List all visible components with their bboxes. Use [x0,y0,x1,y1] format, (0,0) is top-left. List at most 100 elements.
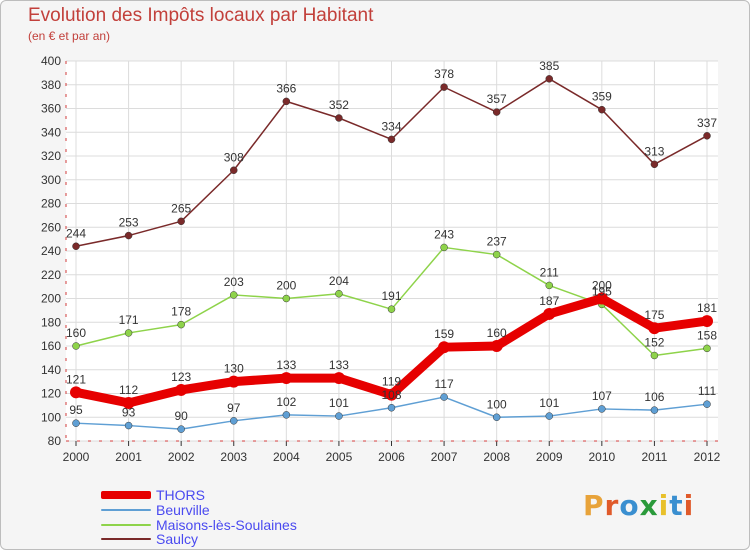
logo-letter: i [658,489,670,522]
data-point [282,97,291,106]
y-tick-label: 360 [41,102,61,116]
data-label: 357 [487,92,507,106]
data-point [335,114,343,122]
data-label: 195 [592,284,612,298]
data-label: 158 [697,328,717,342]
data-label: 159 [434,327,454,341]
data-label: 203 [224,275,244,289]
data-label: 253 [119,216,139,230]
data-label: 108 [381,388,401,402]
y-tick-label: 200 [41,292,61,306]
data-label: 101 [329,396,349,410]
data-label: 93 [122,406,136,420]
logo-letter: o [619,489,640,522]
data-point [385,388,398,401]
legend-label-beurville: Beurville [156,502,210,518]
data-point [70,386,82,399]
data-point [122,397,135,409]
data-label: 378 [434,67,454,81]
y-tick-label: 100 [41,410,61,424]
x-tick-label: 2002 [168,450,195,464]
x-tick-label: 2003 [220,450,247,464]
data-point [703,344,711,353]
data-label: 100 [487,397,507,411]
data-point [440,393,448,401]
data-point [545,281,553,290]
data-point [177,425,185,433]
data-label: 191 [381,289,401,303]
y-tick-label: 180 [41,315,61,329]
data-label: 106 [644,390,664,404]
data-label: 308 [224,150,244,164]
data-label: 187 [539,294,559,308]
chart-title: Evolution des Impôts locaux par Habitant [28,5,374,26]
logo-letter: t [669,489,684,522]
legend-item-beurville: Beurville [101,503,210,517]
data-point [332,372,345,385]
data-label: 171 [119,313,139,327]
data-point [438,341,451,354]
data-point [650,160,659,169]
data-label: 200 [592,279,612,293]
data-point [492,413,501,421]
data-point [703,132,711,140]
data-label: 313 [644,144,664,158]
y-tick-label: 260 [41,220,61,234]
data-label: 95 [69,403,83,417]
data-label: 265 [171,201,191,215]
legend-swatch-thors [101,491,151,499]
data-label: 352 [329,98,349,112]
y-tick-label: 300 [41,173,61,187]
x-tick-label: 2008 [483,450,510,464]
y-tick-label: 220 [41,268,61,282]
data-label: 237 [487,235,507,249]
data-label: 152 [644,336,664,350]
data-label: 211 [540,265,559,279]
data-label: 243 [434,227,454,241]
data-point [490,340,503,352]
y-tick-label: 240 [41,244,61,258]
legend-item-thors: THORS [101,488,205,502]
data-label: 117 [435,377,454,391]
logo-letter: x [639,489,659,522]
data-point [545,412,553,420]
x-tick-label: 2011 [642,450,668,464]
data-point [650,406,659,414]
legend-item-saulcy: Saulcy [101,532,198,546]
data-point [230,417,238,425]
proxiti-logo: Proxiti [583,489,694,522]
data-point [177,217,185,226]
data-point [543,307,556,320]
legend-label-thors: THORS [156,487,205,503]
data-point [703,400,711,408]
data-label: 204 [329,274,349,288]
data-label: 200 [276,279,296,293]
data-point [545,75,553,83]
data-label: 107 [592,389,612,403]
data-label: 359 [592,90,612,104]
data-point [282,411,291,419]
data-point [282,294,291,303]
chart-subtitle: (en € et par an) [28,29,111,43]
data-point [335,412,343,420]
data-label: 101 [539,396,559,410]
data-point [598,105,606,114]
data-label: 133 [276,358,296,372]
data-label: 97 [227,401,241,415]
data-label: 112 [119,383,138,397]
data-point [335,290,343,298]
data-label: 385 [539,59,559,73]
data-label: 111 [698,384,717,398]
y-tick-label: 80 [48,434,62,448]
data-point [175,383,188,396]
data-point [177,320,185,329]
data-point [492,108,501,116]
logo-letter: P [583,489,605,522]
legend-label-saulcy: Saulcy [156,531,199,547]
x-tick-label: 2005 [326,450,353,464]
data-label: 160 [487,326,507,340]
logo-letter: i [683,489,695,522]
x-tick-label: 2012 [694,450,721,464]
y-tick-label: 280 [41,197,61,211]
